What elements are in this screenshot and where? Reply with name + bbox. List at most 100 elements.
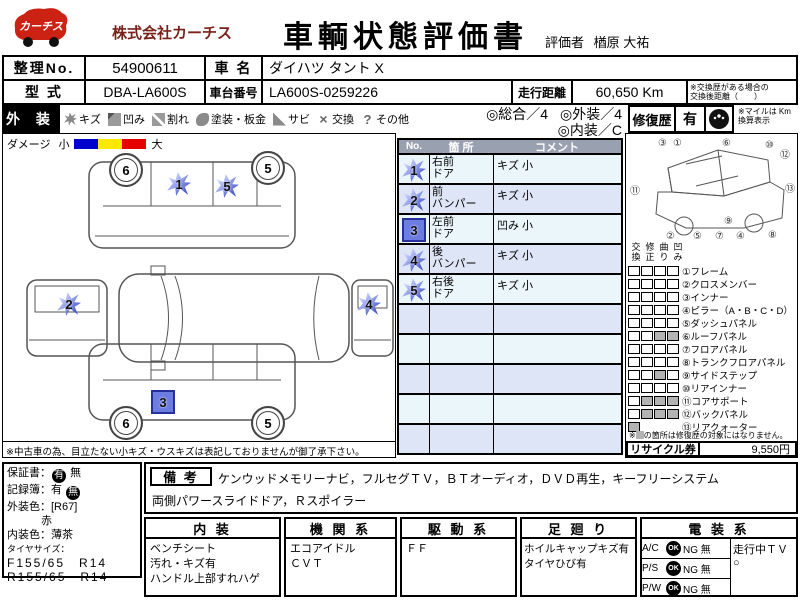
drive-line: ＦＦ: [406, 543, 428, 555]
record-line: 記録簿：有 無: [7, 484, 81, 500]
svg-text:⑧: ⑧: [768, 230, 777, 241]
scratch-icon: 5: [402, 278, 426, 302]
company-logo: カーチス: [10, 6, 105, 50]
overall-rating-label: ◎総合／: [486, 106, 541, 122]
damage-table-header: No. 箇 所 コメント: [397, 138, 623, 155]
remarks-line2: 両側パワースライドドア，Ｒスポイラー: [152, 494, 367, 508]
damage-marker-4: 4: [357, 292, 381, 316]
circled-no: 無: [66, 486, 81, 500]
svg-text:⑬: ⑬: [785, 183, 795, 195]
dent-icon: 3: [402, 218, 426, 242]
circled-yes: 有: [52, 469, 66, 483]
mileage-label: 走行距離: [511, 79, 573, 105]
damage-marker-3: 3: [151, 390, 175, 414]
frame-part-row: ⑨サイドステップ: [628, 368, 796, 382]
frame-sketch: ③ ① ⑥ ⑩ ⑫ ⑬ ⑪ ② ⑤ ⑦ ⑨ ④ ⑧: [630, 138, 795, 242]
svg-text:⑨: ⑨: [724, 216, 733, 227]
frame-part-row: ⑬リアクォーター: [628, 420, 796, 434]
other-icon: ?: [363, 111, 372, 127]
damage-row-empty: [397, 335, 623, 365]
evaluator-label: 評価者: [545, 35, 585, 50]
frame-part-row: ②クロスメンバー: [628, 277, 796, 291]
exterior-color-line: 外装色：[R67]: [7, 501, 78, 513]
damage-color-large: [122, 139, 147, 149]
svg-text:⑦: ⑦: [715, 231, 724, 242]
footer-left-box: 保証書：有 無 記録簿：有 無 外装色：[R67] 赤 内装色：薄茶 タイヤサイ…: [2, 462, 142, 584]
damage-scale-large: 大: [151, 139, 163, 151]
interior-title: 内 装: [146, 519, 279, 539]
ok-circle: OK: [666, 581, 681, 596]
interior-line: ハンドル上部すれハゲ: [150, 573, 260, 585]
damage-row-empty: [397, 365, 623, 395]
mile-note: ※マイルは Km 換算表示: [738, 107, 791, 125]
svg-text:⑩: ⑩: [765, 140, 774, 151]
undercarriage-title: 足 廻 り: [522, 519, 635, 539]
damage-row: 2 前バンパー キズ 小: [397, 185, 623, 215]
used-car-note: ※中古車の為、目立たない小キズ・ウスキズは表記しておりませんが御了承下さい。: [3, 441, 395, 458]
frame-part-row: ④ピラー（A・B・C・D）: [628, 303, 796, 317]
reg-no-label: 整理No.: [2, 55, 86, 81]
frame-part-row: ⑪コアサポート: [628, 394, 796, 408]
model-label: 型 式: [2, 79, 86, 105]
undercarriage-section: 足 廻 り ホイルキャップキズ有 タイヤひび有: [520, 517, 637, 597]
frame-part-row: ⑦フロアパネル: [628, 342, 796, 356]
legend-label: 割れ: [167, 114, 189, 126]
electrical-row: P/W OK NG 無: [642, 581, 711, 596]
damage-row: 1 右前 ドア キズ 小: [397, 155, 623, 185]
svg-text:④: ④: [736, 231, 745, 242]
crack-icon: [152, 112, 165, 126]
remarks-line1: ケンウッドメモリーナビ，フルセグＴＶ，ＢＴオーディオ，ＤＶＤ再生，キーフリーシス…: [218, 472, 719, 486]
damage-scale-label: ダメージ: [7, 139, 51, 151]
damage-scale-small: 小: [58, 139, 70, 151]
warranty-line: 保証書：有 無: [7, 467, 82, 483]
interior-line: 汚れ・キズ有: [150, 558, 216, 570]
recycle-ticket-label: リサイクル券: [628, 443, 700, 456]
engine-title: 機 関 系: [286, 519, 395, 539]
frame-check-panel: ③ ① ⑥ ⑩ ⑫ ⑬ ⑪ ② ⑤ ⑦ ⑨ ④ ⑧ 交換 修正 曲り 凹み: [625, 133, 798, 458]
rust-icon: [273, 112, 286, 126]
electrical-title: 電 装 系: [642, 519, 796, 539]
shaded-swatch: [635, 431, 644, 439]
damage-color-mid: [98, 139, 123, 149]
damage-color-small: [74, 139, 99, 149]
damage-table: No. 箇 所 コメント 1 右前 ドア キズ 小 2 前バンパー キズ 小 3 …: [397, 138, 623, 455]
ok-circle: OK: [666, 541, 681, 556]
scratch-icon: 4: [402, 248, 426, 272]
replace-icon: ×: [319, 110, 328, 127]
damage-row-empty: [397, 425, 623, 455]
frame-part-row: ⑥ルーフパネル: [628, 329, 796, 343]
undercarriage-line: タイヤひび有: [524, 558, 587, 570]
page-title: 車輌状態評価書: [283, 21, 528, 54]
dent-icon: [108, 112, 121, 126]
undercarriage-line: ホイルキャップキズ有: [524, 543, 629, 555]
engine-line: ＣＶＴ: [290, 558, 323, 570]
legend-label: 塗装・板金: [211, 114, 266, 126]
exterior-section-label: 外 装: [2, 105, 60, 133]
electrical-row: A/C OK NG 無: [642, 539, 730, 559]
mileage-note: ※交換歴がある場合の 交換後距離（ ）: [690, 83, 769, 101]
scratch-icon: [64, 112, 77, 126]
wheel-label: 6: [109, 406, 143, 440]
damage-row: 5 右後 ドア キズ 小: [397, 275, 623, 305]
frame-parts-grid: 交換 修正 曲り 凹み ①フレーム ②クロスメンバー ③インナー ④ピラー（A・…: [628, 242, 796, 434]
frame-part-row: ③インナー: [628, 290, 796, 304]
remarks-label: 備 考: [150, 467, 212, 486]
evaluator-name: 楢原 大祐: [593, 35, 650, 50]
repair-history-label: 修復歴: [628, 105, 676, 133]
drive-section: 駆 動 系 ＦＦ: [400, 517, 517, 597]
paint-icon: [196, 112, 209, 126]
damage-marker-2: 2: [57, 292, 81, 316]
svg-text:⑤: ⑤: [693, 231, 702, 242]
damage-legend: キズ 凹み 割れ 塗装・板金 サビ × 交換 ? その他: [64, 105, 449, 133]
interior-rating-value: C: [611, 122, 622, 138]
frame-part-row: ⑤ダッシュパネル: [628, 316, 796, 330]
svg-text:①: ①: [673, 138, 682, 149]
recycle-ticket-row: リサイクル券 9,550円: [626, 441, 797, 457]
legend-label: サビ: [288, 114, 310, 126]
frame-part-row: ①フレーム: [628, 264, 796, 278]
remarks-box: 備 考 ケンウッドメモリーナビ，フルセグＴＶ，ＢＴオーディオ，ＤＶＤ再生，キーフ…: [144, 462, 798, 514]
engine-line: エコアイドル: [290, 543, 356, 555]
svg-text:⑪: ⑪: [630, 185, 640, 197]
chassis-value: LA600S-0259226: [261, 79, 513, 105]
overall-rating-value: 4: [540, 106, 549, 122]
